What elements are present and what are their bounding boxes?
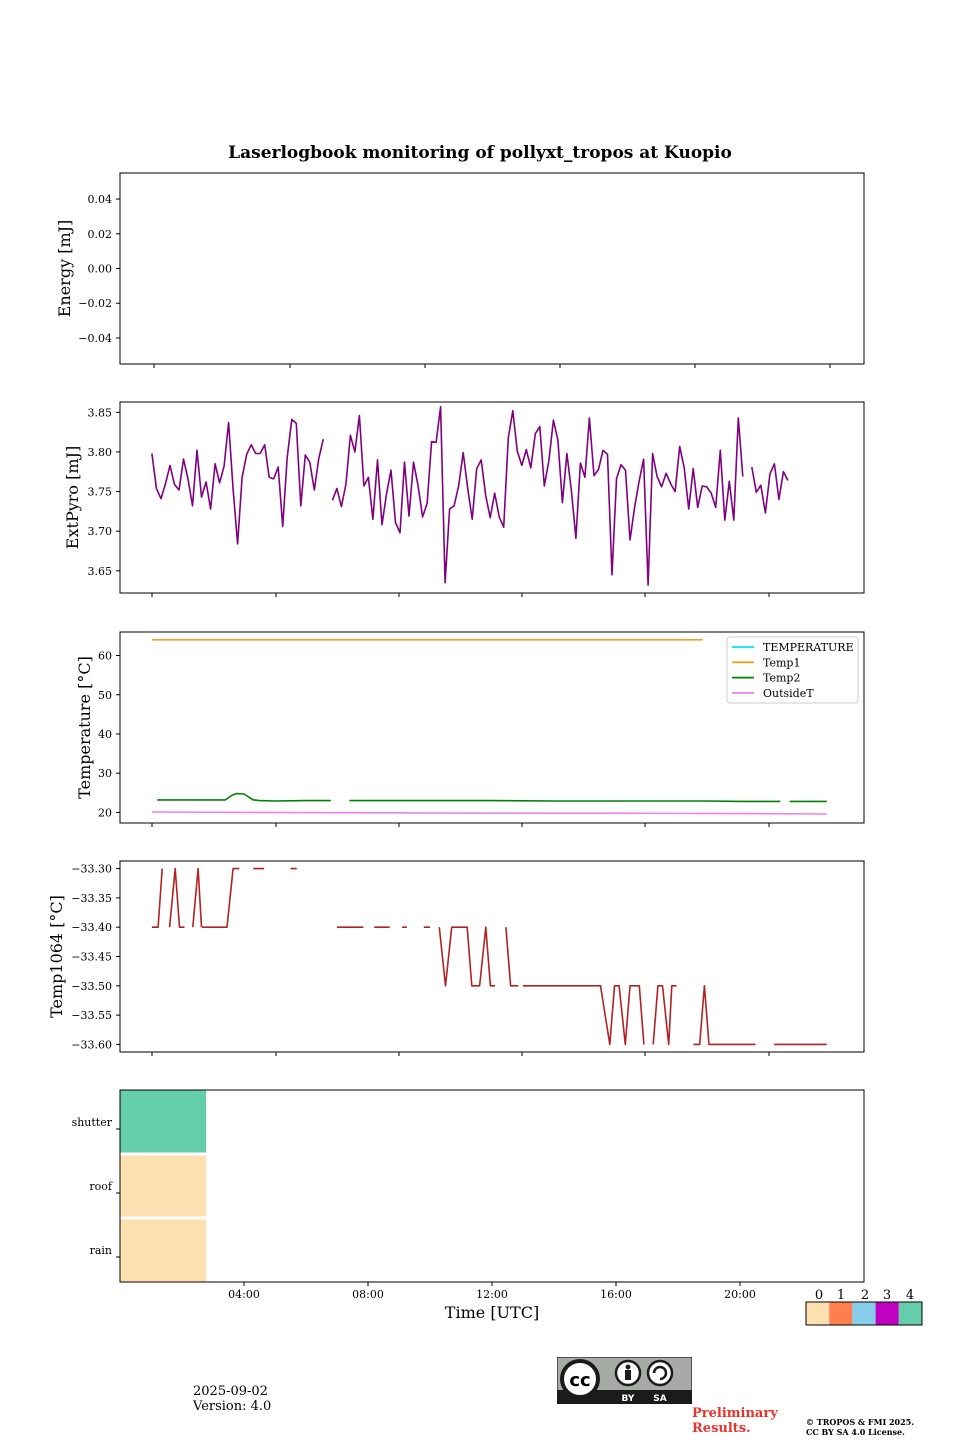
y-axis-label: ExtPyro [mJ] — [63, 446, 82, 549]
preliminary-line1: Preliminary — [692, 1406, 778, 1421]
y-tick-label: 40 — [98, 728, 112, 741]
y-tick-label: 3.80 — [88, 446, 113, 459]
y-tick-label: 20 — [98, 806, 112, 819]
footer-date-version: 2025-09-02 Version: 4.0 — [193, 1384, 271, 1414]
y-tick-label: 60 — [98, 650, 112, 663]
y-tick-label: −0.04 — [78, 332, 112, 345]
plot-panel-1: 0.04 0.02 0.00 −0.02 −0.04 Energy [mJ] — [55, 172, 865, 368]
y-tick-label: −33.50 — [71, 980, 112, 993]
y-axis-label: Temperature [°C] — [75, 656, 94, 799]
y-tick-label: 0.04 — [88, 193, 113, 206]
by-icon-body — [625, 1370, 631, 1380]
series-line-temp1064 — [151, 867, 827, 1046]
x-axis-label: Time [UTC] — [445, 1303, 539, 1322]
copyright-notice: © TROPOS & FMI 2025. CC BY SA 4.0 Licens… — [806, 1417, 914, 1437]
colorbar-tick-label: 0 — [815, 1288, 823, 1303]
by-icon-head — [625, 1364, 631, 1370]
colorbar-frame — [805, 1301, 923, 1326]
status-cell-rain — [120, 1219, 207, 1282]
y-tick-label: 0.02 — [88, 228, 113, 241]
footer-version: Version: 4.0 — [193, 1399, 272, 1414]
y-tick-label: 30 — [98, 767, 112, 780]
y-tick-label: 3.85 — [88, 406, 113, 419]
y-tick-label: 0.00 — [88, 263, 113, 276]
colorbar-cell-0 — [806, 1302, 830, 1325]
x-tick-label: 12:00 — [476, 1288, 508, 1301]
preliminary-notice: Preliminary Results. — [692, 1406, 778, 1436]
plot-panel-3: 60 50 40 30 20 Temperature [°C] TEMPERATURE Tem… — [75, 631, 865, 827]
y-tick-label: −33.30 — [71, 863, 112, 876]
y-tick-label: −33.60 — [71, 1038, 112, 1051]
legend-label-temperature: TEMPERATURE — [763, 641, 854, 654]
copyright-line1: © TROPOS & FMI 2025. — [806, 1417, 915, 1427]
legend-label-outsidet: OutsideT — [763, 687, 814, 700]
colorbar-tick-label: 4 — [906, 1288, 914, 1303]
cc-license-badge: cc BY SA — [557, 1357, 692, 1404]
colorbar-cell-1 — [829, 1302, 853, 1325]
figure-title: Laserlogbook monitoring of pollyxt_tropo… — [228, 143, 732, 163]
colorbar-tick-label: 2 — [861, 1288, 869, 1303]
status-cell-roof — [120, 1155, 207, 1217]
x-tick-label: 08:00 — [352, 1288, 384, 1301]
y-tick-label: 3.70 — [88, 525, 113, 538]
colorbar-tick-label: 1 — [837, 1288, 845, 1303]
y-axis-label: Temp1064 [°C] — [47, 895, 66, 1018]
cc-label-by: BY — [622, 1394, 635, 1404]
axes-frame — [119, 1089, 865, 1283]
legend: TEMPERATURE Temp1 Temp2 OutsideT — [726, 636, 859, 704]
sa-icon — [646, 1359, 674, 1387]
series-line-temp2 — [157, 792, 827, 803]
y-tick-label: −33.45 — [71, 951, 112, 964]
colorbar-tick-label: 3 — [883, 1288, 891, 1303]
plot-panel-2: 3.85 3.80 3.75 3.70 3.65 ExtPyro [mJ] — [63, 401, 865, 597]
sa-icon-arrow — [652, 1365, 668, 1381]
preliminary-line2: Results. — [692, 1421, 751, 1436]
status-panel: shutter roof rain 04:00 08:00 12:00 16:00 20:00 — [72, 1089, 865, 1301]
y-tick-label: 3.65 — [88, 565, 113, 578]
y-tick-label: 3.75 — [88, 486, 113, 499]
copyright-line2: CC BY SA 4.0 License. — [806, 1427, 905, 1437]
series-line-outsidet — [151, 811, 827, 815]
axes-frame — [119, 401, 865, 594]
colorbar-cell-2 — [852, 1302, 876, 1325]
status-row-label-rain: rain — [90, 1244, 112, 1257]
cc-icon-letters: cc — [569, 1370, 590, 1391]
status-row-label-shutter: shutter — [72, 1116, 113, 1129]
y-tick-label: −0.02 — [78, 297, 112, 310]
legend-box — [726, 636, 859, 704]
series-line-extpyro — [151, 406, 789, 586]
y-tick-label: −33.40 — [71, 921, 112, 934]
cc-label-sa: SA — [653, 1394, 666, 1404]
status-cell-shutter — [120, 1090, 207, 1153]
footer-date: 2025-09-02 — [193, 1384, 268, 1399]
colorbar-cell-4 — [898, 1302, 922, 1325]
x-tick-label: 20:00 — [724, 1288, 756, 1301]
legend-label-temp2: Temp2 — [763, 672, 800, 685]
plot-panel-4: −33.30 −33.35 −33.40 −33.45 −33.50 −33.55 −33.… — [47, 860, 865, 1056]
x-tick-label: 16:00 — [600, 1288, 632, 1301]
colorbar-cell-3 — [875, 1302, 899, 1325]
y-tick-label: 50 — [98, 689, 112, 702]
legend-label-temp1: Temp1 — [763, 656, 800, 669]
cc-icon — [560, 1359, 600, 1399]
y-tick-label: −33.35 — [71, 892, 112, 905]
y-tick-label: −33.55 — [71, 1009, 112, 1022]
status-row-label-roof: roof — [89, 1180, 113, 1193]
axes-frame — [119, 860, 865, 1053]
y-axis-label: Energy [mJ] — [55, 220, 74, 318]
axes-frame — [119, 172, 865, 365]
x-tick-label: 04:00 — [228, 1288, 260, 1301]
